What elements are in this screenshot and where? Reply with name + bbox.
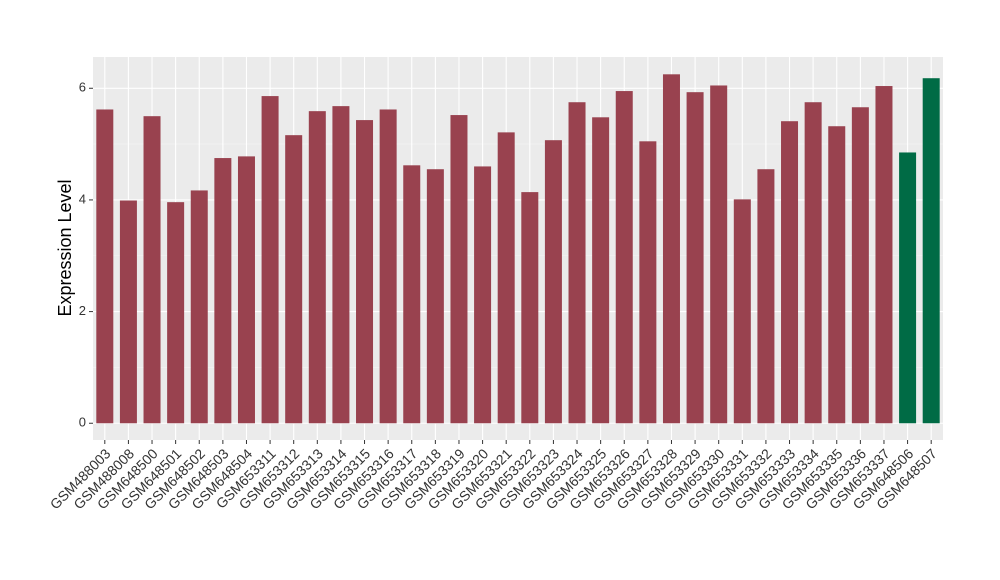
bar xyxy=(899,152,917,424)
bar xyxy=(119,200,137,424)
bar xyxy=(308,111,326,424)
bar xyxy=(639,141,657,424)
bar xyxy=(592,117,610,424)
bar xyxy=(190,190,208,424)
bar xyxy=(285,135,303,424)
y-axis-label: Expression Level xyxy=(55,179,75,316)
bar xyxy=(474,166,492,424)
bar xyxy=(332,106,350,424)
bar xyxy=(710,85,728,424)
y-tick-label: 4 xyxy=(79,191,86,206)
bar xyxy=(426,169,444,424)
bar xyxy=(733,199,751,424)
bar xyxy=(379,109,397,424)
y-tick-label: 0 xyxy=(79,415,86,430)
bar xyxy=(686,92,704,424)
bar xyxy=(521,192,539,424)
bar xyxy=(497,132,515,424)
bar xyxy=(568,102,586,424)
bar xyxy=(403,165,421,424)
panel xyxy=(93,57,943,440)
bar xyxy=(851,107,869,424)
bar xyxy=(615,91,633,424)
bar xyxy=(237,156,255,424)
bar xyxy=(450,115,468,424)
bar xyxy=(214,158,232,424)
bar xyxy=(662,74,680,424)
bar xyxy=(875,86,893,424)
bar xyxy=(167,202,185,424)
bar xyxy=(261,96,279,424)
y-tick-label: 2 xyxy=(79,303,86,318)
bar xyxy=(356,120,374,424)
bar xyxy=(143,116,161,424)
bar xyxy=(781,121,799,424)
bar xyxy=(804,102,822,424)
bar xyxy=(544,140,562,424)
bar xyxy=(828,126,846,424)
y-tick-label: 6 xyxy=(79,80,86,95)
bar xyxy=(96,109,114,424)
bar xyxy=(922,78,940,424)
bar xyxy=(757,169,775,424)
